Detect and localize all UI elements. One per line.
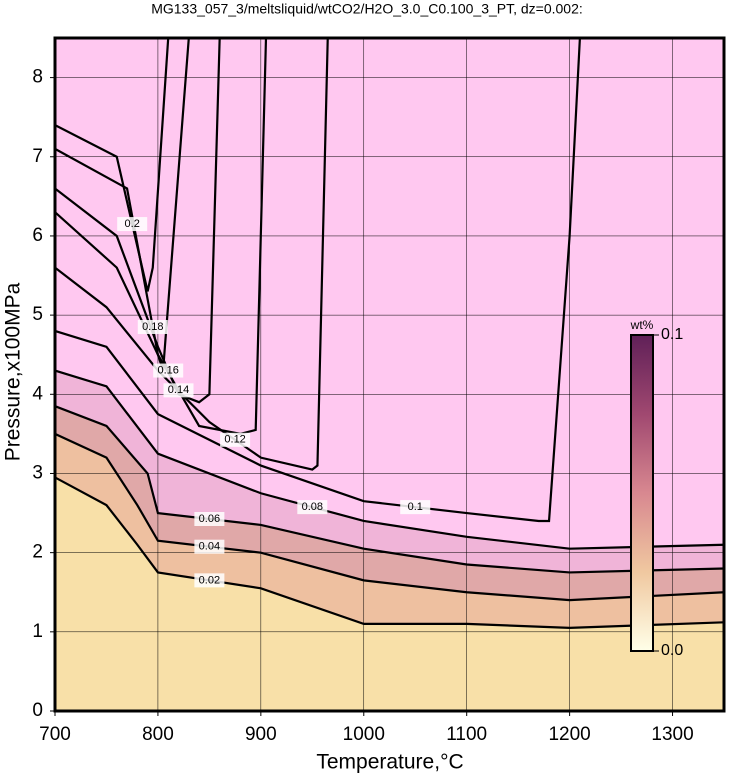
contour-label-bg bbox=[220, 432, 251, 447]
x-tick-label: 800 bbox=[142, 724, 174, 745]
contour-label: 0.14 bbox=[168, 384, 189, 396]
y-tick-label: 5 bbox=[32, 304, 43, 325]
plot-area bbox=[55, 38, 724, 711]
colorbar-title: wt% bbox=[630, 318, 654, 332]
contour-label-bg bbox=[297, 500, 328, 515]
y-tick-label: 1 bbox=[32, 621, 43, 642]
y-tick-label: 8 bbox=[32, 67, 43, 88]
y-tick-label: 0 bbox=[32, 700, 43, 721]
colorbar-tick-label: 0.1 bbox=[661, 326, 683, 343]
x-tick-label: 1300 bbox=[651, 724, 693, 745]
plot-frame bbox=[53, 36, 726, 713]
contour-label: 0.08 bbox=[302, 501, 323, 513]
x-tick-label: 1000 bbox=[343, 724, 385, 745]
contour-label: 0.2 bbox=[125, 218, 140, 230]
contour-label: 0.1 bbox=[408, 501, 423, 513]
contour-label-bg bbox=[194, 511, 225, 526]
contour-line bbox=[55, 38, 268, 436]
chart-title: MG133_057_3/meltsliquid/wtCO2/H2O_3.0_C0… bbox=[151, 1, 583, 17]
y-tick-label: 7 bbox=[32, 146, 43, 167]
contour-label: 0.04 bbox=[199, 541, 220, 553]
contour-label: 0.02 bbox=[199, 574, 220, 586]
x-tick-label: 1200 bbox=[548, 724, 590, 745]
y-tick-label: 6 bbox=[32, 225, 43, 246]
y-axis-title: Pressure,x100MPa bbox=[2, 282, 25, 461]
x-axis-title: Temperature,°C bbox=[316, 751, 463, 774]
colorbar-tick-label: 0.0 bbox=[661, 642, 683, 659]
contour-label: 0.12 bbox=[224, 434, 245, 446]
contour-label: 0.18 bbox=[142, 321, 163, 333]
contour-label-bg bbox=[163, 383, 194, 398]
x-tick-label: 700 bbox=[39, 724, 71, 745]
contour-label: 0.06 bbox=[199, 513, 220, 525]
contour-band bbox=[55, 477, 724, 711]
y-tick-label: 2 bbox=[32, 542, 43, 563]
colorbar bbox=[630, 334, 654, 652]
contour-label-bg bbox=[194, 573, 225, 588]
contour-label-bg bbox=[400, 500, 431, 515]
contour-label-bg bbox=[137, 319, 168, 334]
contour-label-bg bbox=[117, 217, 148, 232]
y-tick-label: 3 bbox=[32, 462, 43, 483]
contour-label: 0.16 bbox=[158, 364, 179, 376]
y-tick-label: 4 bbox=[32, 383, 43, 404]
x-tick-label: 1100 bbox=[446, 724, 487, 745]
x-tick-label: 900 bbox=[245, 724, 277, 745]
contour-label-bg bbox=[194, 539, 225, 554]
contour-label-bg bbox=[153, 363, 184, 378]
